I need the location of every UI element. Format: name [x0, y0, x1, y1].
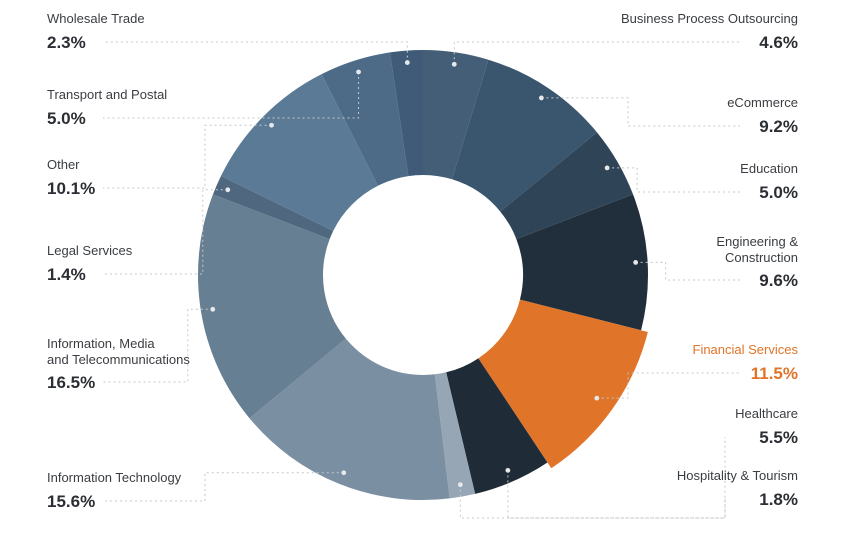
slice-dot-information-media-and-telecommunications: [210, 306, 216, 312]
slice-legal-services[interactable]: [212, 175, 334, 240]
slice-value-wholesale-trade: 2.3%: [47, 33, 86, 52]
leader-line-transport-and-postal: [103, 71, 360, 119]
slice-education[interactable]: [500, 132, 634, 240]
slice-name-engineering-construction: Engineering & Construction: [716, 234, 798, 265]
slice-dot-transport-and-postal: [356, 69, 361, 75]
slice-healthcare[interactable]: [446, 358, 548, 494]
slice-dot-financial-services: [594, 395, 600, 401]
donut-slices: [198, 50, 648, 500]
slice-value-education: 5.0%: [759, 183, 798, 202]
slice-dot-legal-services: [225, 187, 231, 193]
slice-value-healthcare: 5.5%: [759, 428, 798, 447]
slice-wholesale-trade[interactable]: [389, 50, 423, 177]
slice-information-media-and-telecommunications[interactable]: [198, 194, 346, 419]
slice-hospitality-tourism[interactable]: [434, 372, 476, 499]
slice-information-technology[interactable]: [249, 338, 450, 500]
leader-line-business-process-outsourcing: [453, 41, 740, 65]
slice-name-line: Information, Media: [47, 336, 155, 351]
slice-financial-services[interactable]: [478, 299, 648, 469]
slice-value-business-process-outsourcing: 4.6%: [759, 33, 798, 52]
slice-name-ecommerce: eCommerce: [727, 95, 798, 110]
slice-labels: Business Process Outsourcing 4.6% eCommerc…: [47, 11, 798, 511]
slice-name-line: and Telecommunications: [47, 352, 190, 367]
leader-line-wholesale-trade: [103, 41, 408, 63]
leader-line-ecommerce: [541, 97, 740, 127]
slice-value-legal-services: 1.4%: [47, 265, 86, 284]
slice-name-information-media-and-telecommunications: Information, Media and Telecommunications: [47, 336, 190, 367]
slice-dot-ecommerce: [538, 95, 544, 101]
slice-value-transport-and-postal: 5.0%: [47, 109, 86, 128]
leader-lines: [103, 41, 740, 519]
slice-business-process-outsourcing[interactable]: [423, 50, 489, 180]
leader-line-engineering-construction: [635, 261, 740, 281]
slice-name-other: Other: [47, 157, 80, 172]
slice-value-other: 10.1%: [47, 179, 95, 198]
slice-dot-engineering-construction: [633, 259, 639, 265]
slice-name-hospitality-tourism: Hospitality & Tourism: [677, 468, 798, 483]
slice-name-line: Construction: [725, 250, 798, 265]
slice-name-line: Engineering &: [716, 234, 798, 249]
slice-dot-healthcare: [505, 467, 511, 473]
slice-value-financial-services: 11.5%: [751, 364, 798, 383]
slice-value-information-media-and-telecommunications: 16.5%: [47, 373, 95, 392]
slice-name-information-technology: Information Technology: [47, 470, 182, 485]
slice-dot-hospitality-tourism: [457, 482, 463, 488]
slice-dot-business-process-outsourcing: [451, 61, 457, 67]
slice-transport-and-postal[interactable]: [321, 52, 409, 186]
leader-line-education: [607, 167, 740, 193]
slice-name-healthcare: Healthcare: [735, 406, 798, 421]
leader-line-financial-services: [596, 372, 740, 399]
slice-value-information-technology: 15.6%: [47, 492, 95, 511]
leader-line-hospitality-tourism: [459, 484, 726, 519]
slice-name-financial-services: Financial Services: [693, 342, 799, 357]
donut-hole: [324, 176, 522, 374]
slice-name-transport-and-postal: Transport and Postal: [47, 87, 167, 102]
slice-engineering-construction[interactable]: [516, 194, 648, 331]
slice-name-legal-services: Legal Services: [47, 243, 133, 258]
slice-value-ecommerce: 9.2%: [759, 117, 798, 136]
leader-line-healthcare: [507, 437, 726, 519]
slice-dot-information-technology: [341, 470, 347, 476]
slice-dot-wholesale-trade: [404, 60, 410, 65]
slice-name-business-process-outsourcing: Business Process Outsourcing: [621, 11, 798, 26]
slice-ecommerce[interactable]: [452, 59, 597, 212]
slice-value-hospitality-tourism: 1.8%: [759, 490, 798, 509]
slice-value-engineering-construction: 9.6%: [759, 271, 798, 290]
slice-name-education: Education: [740, 161, 798, 176]
leader-line-other: [103, 124, 272, 189]
slice-dot-education: [604, 165, 610, 171]
slice-other[interactable]: [221, 74, 378, 231]
leader-line-information-media-and-telecommunications: [103, 308, 213, 383]
slice-name-wholesale-trade: Wholesale Trade: [47, 11, 145, 26]
slice-dot-other: [269, 122, 274, 128]
